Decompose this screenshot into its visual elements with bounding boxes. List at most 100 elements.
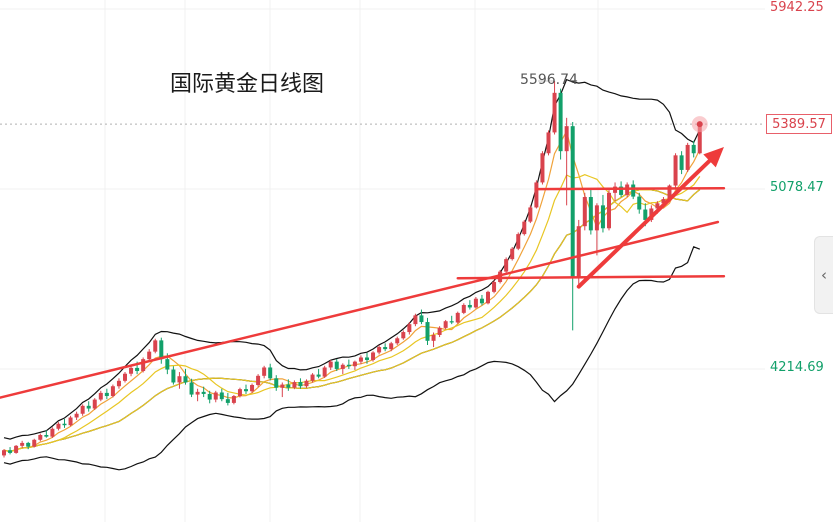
candle-body — [419, 315, 424, 323]
candle-body — [74, 413, 79, 418]
candle-body — [377, 347, 382, 353]
candle-body — [2, 450, 6, 456]
candle-body — [80, 405, 85, 414]
candle-body — [431, 334, 436, 341]
candle-body — [195, 391, 200, 395]
candle-body — [697, 124, 702, 154]
candle-body — [582, 197, 587, 227]
candle-body — [600, 205, 605, 229]
candle-body — [661, 199, 666, 204]
candle-body — [286, 384, 291, 388]
candle-body — [189, 382, 194, 395]
candle-body — [256, 375, 261, 385]
candle-body — [44, 434, 49, 437]
candle-body — [334, 361, 339, 369]
candle-body — [607, 192, 611, 229]
candle-body — [594, 205, 599, 231]
bollinger-upper-line — [3, 78, 701, 440]
candle-body — [262, 367, 267, 376]
uptrend-arrow-shaft — [576, 158, 712, 289]
candle-body — [389, 343, 394, 350]
candle-body — [165, 359, 170, 370]
moving-averages — [3, 129, 701, 453]
candle-body — [371, 352, 376, 360]
candle-body — [395, 338, 400, 344]
candle-body — [534, 182, 539, 208]
candle-body — [201, 391, 206, 394]
candle-body — [637, 196, 642, 210]
candle-body — [667, 185, 672, 200]
candle-body — [588, 197, 593, 231]
candle-body — [14, 445, 19, 453]
candle-body — [358, 357, 363, 362]
candle-body — [68, 417, 73, 426]
candles — [2, 80, 702, 458]
candle-body — [237, 389, 242, 397]
annotations — [538, 80, 724, 289]
candle-body — [346, 364, 351, 367]
candle-body — [516, 234, 521, 249]
candle-body — [104, 392, 109, 397]
peak-price-label: 5596.74 — [520, 71, 578, 88]
trendline — [0, 220, 720, 399]
panel-collapse-button[interactable]: ‹ — [814, 236, 833, 314]
candle-body — [673, 155, 678, 186]
bollinger-bands — [3, 78, 701, 471]
y-tick-label: 5078.47 — [770, 180, 824, 195]
candle-body — [26, 442, 31, 447]
candle-body — [461, 304, 466, 313]
candle-body — [8, 450, 13, 453]
candle-body — [92, 399, 97, 409]
candle-body — [316, 374, 321, 377]
candle-body — [528, 207, 533, 222]
candle-body — [691, 144, 696, 154]
candle-body — [619, 186, 624, 195]
candle-body — [564, 126, 569, 152]
candle-body — [522, 221, 527, 235]
candle-body — [546, 132, 551, 154]
trendlines — [0, 187, 726, 399]
candle-body — [292, 382, 297, 388]
candle-body — [443, 321, 448, 328]
candle-body — [110, 386, 115, 397]
candle-body — [38, 434, 43, 440]
candle-body — [655, 203, 660, 209]
candle-body — [576, 226, 581, 279]
candle-body — [171, 369, 176, 383]
candle-body — [86, 405, 91, 409]
candle-body — [20, 442, 25, 446]
last-price-tag: 5389.57 — [766, 114, 832, 135]
candle-body — [274, 378, 279, 388]
grid — [0, 0, 765, 522]
candle-body — [231, 396, 236, 403]
candle-body — [244, 389, 248, 392]
candle-body — [679, 155, 684, 170]
candle-body — [328, 361, 333, 368]
candle-body — [449, 321, 454, 323]
candle-body — [62, 423, 67, 426]
candle-body — [147, 351, 152, 360]
candle-body — [437, 327, 442, 335]
candle-body — [631, 184, 636, 197]
moving-average-line — [3, 174, 701, 453]
candle-body — [129, 367, 134, 374]
candle-body — [141, 359, 146, 372]
candle-body — [219, 392, 224, 400]
candle-body — [56, 423, 61, 429]
candle-body — [552, 92, 557, 133]
candle-body — [183, 376, 188, 383]
candle-body — [492, 282, 497, 292]
candle-body — [207, 393, 212, 400]
candle-body — [50, 428, 55, 437]
y-tick-label: 5942.25 — [770, 0, 824, 15]
candle-body — [365, 357, 369, 360]
candle-body — [159, 340, 164, 360]
y-tick-label: 4214.69 — [770, 360, 824, 375]
candle-body — [123, 373, 127, 381]
candle-body — [413, 315, 418, 325]
candle-body — [304, 380, 309, 387]
candle-body — [213, 392, 218, 400]
candle-body — [322, 367, 327, 377]
candle-body — [467, 304, 472, 308]
